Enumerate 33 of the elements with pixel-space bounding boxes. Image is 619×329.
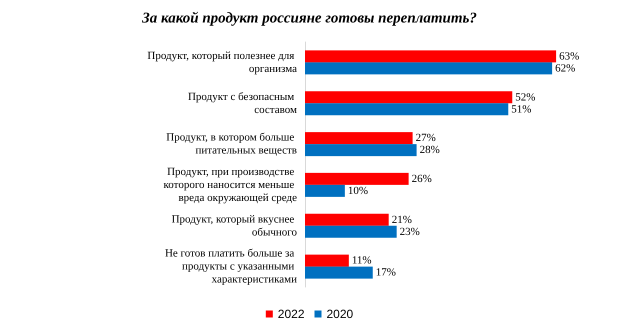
legend-label: 2022 [278, 307, 305, 321]
data-label: 28% [420, 144, 440, 156]
bar [305, 132, 413, 144]
bar [305, 172, 409, 185]
data-label: 63% [559, 50, 580, 62]
y-tick-label: Продукт, который вкуснее обычного [172, 213, 298, 238]
bar [305, 226, 397, 238]
data-label: 62% [555, 62, 576, 74]
bar [305, 91, 512, 104]
chart-title: За какой продукт россияне готовы переплатить? [141, 10, 477, 26]
data-label: 52% [515, 91, 536, 104]
bar [305, 103, 508, 116]
bar [305, 214, 389, 226]
legend-label: 2020 [326, 307, 354, 321]
y-tick-label: Продукт, в котором больше питательных веществ [166, 132, 297, 157]
bar [305, 50, 556, 62]
data-label: 17% [376, 266, 396, 279]
bar [305, 144, 417, 156]
y-tick-label: Продукт, который полезнее для организма [147, 50, 298, 75]
bar [305, 254, 349, 267]
bar [305, 62, 552, 74]
data-label: 23% [400, 226, 420, 238]
bar [305, 266, 373, 279]
data-label: 26% [412, 172, 432, 185]
y-tick-label: Продукт, при производстве которого наносится меньше вреда окружающей среде [164, 166, 298, 204]
data-label: 11% [352, 254, 372, 267]
data-label: 27% [416, 132, 436, 144]
data-label: 10% [348, 184, 368, 197]
data-label: 51% [511, 103, 532, 116]
bar [305, 184, 345, 197]
y-tick-label: Не готов платить больше за продукты с указанными характеристиками [164, 248, 298, 286]
data-label: 21% [392, 214, 412, 226]
y-tick-label: Продукт с безопасным составом [188, 90, 298, 116]
